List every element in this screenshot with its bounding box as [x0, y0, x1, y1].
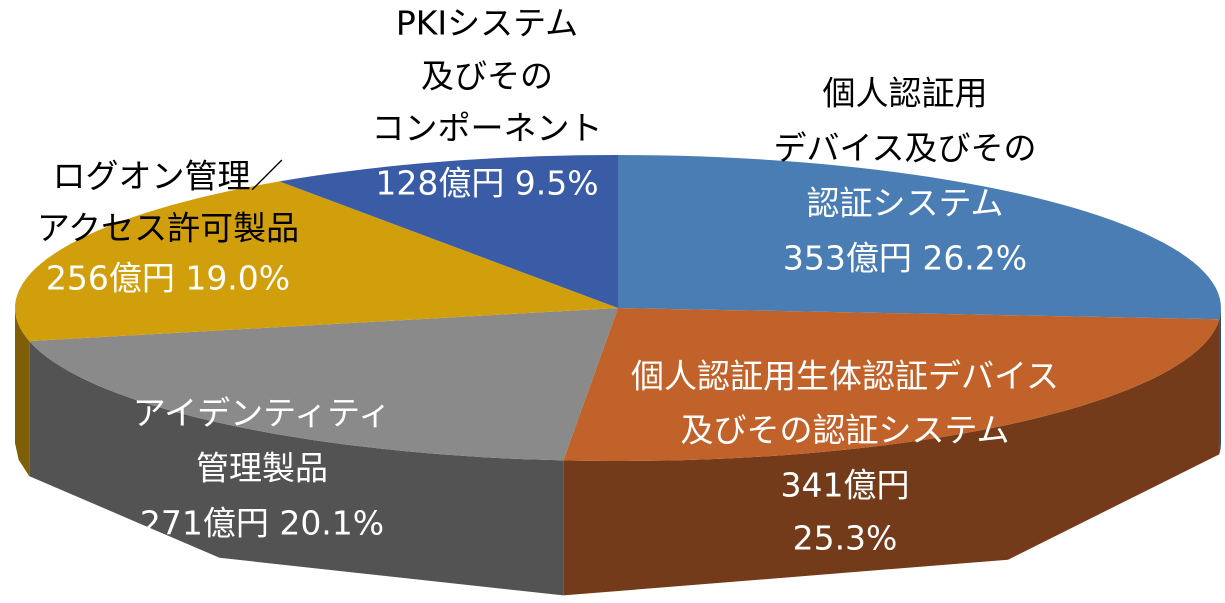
value-label: 341億円 [781, 466, 910, 505]
slice-label: アクセス許可製品 [37, 209, 299, 248]
slice [29, 308, 618, 461]
slice-label: 認証システム [806, 184, 1003, 223]
slice-label: ログオン管理／ [53, 157, 284, 196]
slice-label: アイデンティティ [133, 394, 391, 433]
slice-label: PKIシステム [396, 4, 578, 43]
slice [279, 155, 618, 308]
value-label: 256億円 19.0% [46, 259, 290, 298]
slice-label: 個人認証用生体認証デバイス [631, 357, 1059, 396]
slice [563, 308, 1220, 461]
value-label: 271億円 20.1% [140, 504, 384, 543]
slice-label: デバイス及びその [773, 129, 1036, 168]
slice-side [563, 319, 1220, 596]
slice-side [1219, 308, 1221, 455]
value-label: 353億円 26.2% [783, 239, 1027, 278]
slice-label: コンポーネント [372, 109, 603, 148]
slice [618, 155, 1221, 320]
value-label: 25.3% [793, 519, 898, 558]
slice-side [29, 341, 564, 596]
value-label: 128億円 9.5% [375, 164, 598, 203]
slice-side [15, 308, 30, 477]
slice-label: 及びその認証システム [680, 411, 1009, 450]
slice-label: 管理製品 [196, 449, 328, 488]
slice-label: 個人認証用 [823, 74, 988, 113]
slice [15, 181, 619, 342]
slice-label: 及びその [421, 57, 553, 96]
